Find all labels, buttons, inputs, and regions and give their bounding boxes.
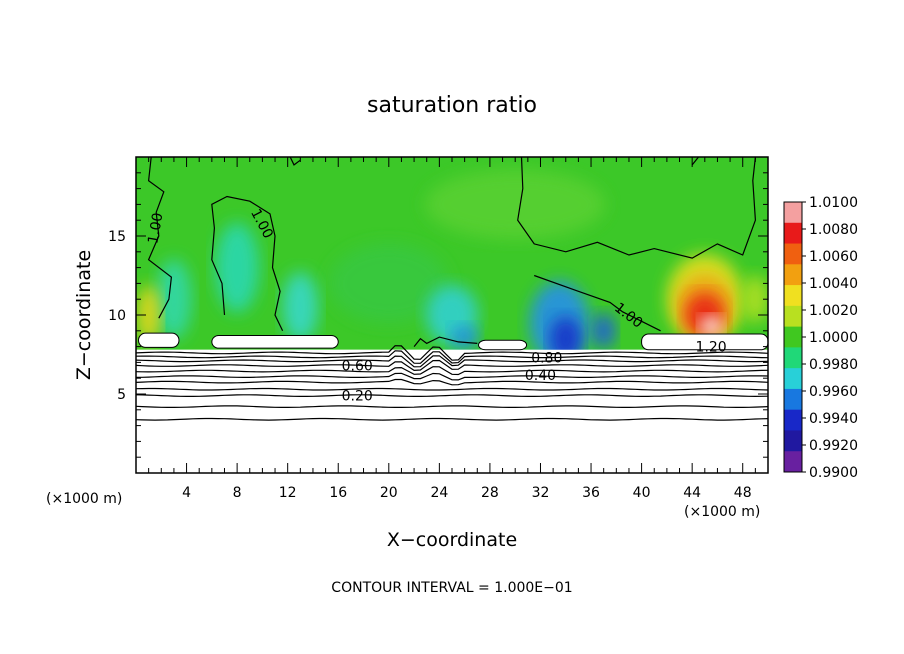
colorbar-swatch-9: [784, 388, 802, 411]
field-patch-0: [425, 169, 606, 240]
stable-contour-2: [136, 355, 768, 368]
contour-label-6: 0.40: [525, 368, 556, 384]
x-tick-label-12: 12: [279, 485, 297, 501]
subsaturated-layer: [136, 349, 768, 473]
cloud-free-patch-2: [478, 339, 528, 351]
x-axis-ticks: 4 8 12 16 20 24 28 32 36 40 44 48: [148, 157, 756, 501]
x-tick-label-32: 32: [532, 485, 550, 501]
colorbar-label-8: 0.9940: [809, 411, 858, 427]
stable-contour-10: [136, 417, 768, 421]
x-tick-label-28: 28: [481, 485, 499, 501]
stable-contour-9: [136, 405, 768, 408]
colorbar-swatch-7: [784, 347, 802, 369]
x-tick-label-8: 8: [233, 485, 242, 501]
field-patch-3: [215, 222, 260, 313]
contour-label-3: 1.20: [696, 340, 727, 356]
field-patch-4: [282, 272, 319, 343]
field-patch-13: [700, 316, 723, 337]
colorbar-swatch-6: [784, 326, 802, 348]
field-patch-8: [591, 312, 616, 349]
x-tick-label-20: 20: [380, 485, 398, 501]
stable-contour-7: [136, 387, 768, 391]
colorbar-label-10: 0.9900: [809, 465, 858, 481]
cloud-free-patch-1: [211, 335, 339, 349]
contour-interval-note: CONTOUR INTERVAL = 1.000E−01: [331, 580, 572, 596]
x-tick-label-24: 24: [430, 485, 448, 501]
y-tick-label-15: 15: [108, 229, 126, 245]
x-tick-label-40: 40: [633, 485, 651, 501]
stable-contour-8: [136, 394, 768, 398]
saturation-contour-3: [517, 157, 757, 259]
saturation-contour-6: [289, 157, 301, 166]
saturation-contour-2: [413, 336, 478, 347]
stable-contour-6: [136, 378, 768, 386]
saturation-contour-5: [691, 157, 699, 166]
colorbar: 1.0100 1.0080 1.0060 1.0040 1.0020 1.0000 0.99…: [783, 195, 858, 481]
cloud-free-patch-0: [138, 332, 180, 348]
colorbar-swatch-8: [784, 368, 802, 390]
y-tick-label-5: 5: [117, 387, 126, 403]
colorbar-label-3: 1.0040: [809, 276, 858, 292]
contour-label-5: 0.60: [342, 359, 373, 375]
contour-label-0: 1.00: [145, 212, 166, 245]
field-patch-14: [136, 285, 161, 345]
stable-contour-1: [136, 350, 768, 364]
colorbar-label-0: 1.0100: [809, 195, 858, 211]
saturation-contour-0: [147, 157, 173, 319]
colorbar-label-5: 1.0000: [809, 330, 858, 346]
colorbar-label-1: 1.0080: [809, 222, 858, 238]
chart-title: saturation ratio: [367, 93, 537, 118]
saturation-contour-4: [533, 274, 661, 332]
stable-contour-5: [136, 372, 768, 381]
x-unit-right: (×1000 m): [684, 504, 760, 520]
x-tick-label-4: 4: [182, 485, 191, 501]
field-patch-7: [549, 316, 582, 361]
colorbar-label-4: 1.0020: [809, 303, 858, 319]
x-axis-label: X−coordinate: [387, 529, 517, 551]
colorbar-swatch-3: [784, 264, 802, 286]
plot-area: [136, 157, 768, 473]
y-tick-label-10: 10: [108, 308, 126, 324]
colorbar-swatch-4: [784, 285, 802, 307]
saturation-contour-1: [211, 195, 284, 332]
contour-lines: [136, 157, 768, 421]
field-patch-15: [741, 275, 768, 324]
colorbar-label-2: 1.0060: [809, 249, 858, 265]
field-patch-9: [450, 325, 479, 350]
x-tick-label-44: 44: [683, 485, 701, 501]
colorbar-swatch-5: [784, 305, 802, 328]
y-axis-label: Z−coordinate: [73, 250, 95, 380]
colorbar-label-7: 0.9960: [809, 384, 858, 400]
field-patch-2: [155, 259, 192, 340]
y-axis-ticks: 5 10 15: [108, 172, 768, 458]
colorbar-swatch-12: [784, 451, 802, 473]
colorbar-label-6: 0.9980: [809, 357, 858, 373]
colorbar-swatch-2: [784, 243, 802, 265]
colorbar-swatch-1: [784, 222, 802, 245]
saturation-field: [136, 157, 768, 473]
stable-contour-0: [136, 345, 768, 361]
colorbar-swatch-11: [784, 430, 802, 452]
x-tick-label-36: 36: [582, 485, 600, 501]
stable-contour-4: [136, 366, 768, 376]
stable-contour-3: [136, 359, 768, 372]
contour-label-4: 0.80: [531, 351, 562, 367]
x-tick-label-48: 48: [734, 485, 752, 501]
x-tick-label-16: 16: [329, 485, 347, 501]
colorbar-label-9: 0.9920: [809, 438, 858, 454]
colorbar-swatch-0: [784, 202, 802, 224]
field-patch-1: [328, 243, 449, 324]
x-unit-left: (×1000 m): [46, 491, 122, 507]
colorbar-swatch-10: [784, 409, 802, 431]
contour-label-7: 0.20: [342, 389, 373, 405]
